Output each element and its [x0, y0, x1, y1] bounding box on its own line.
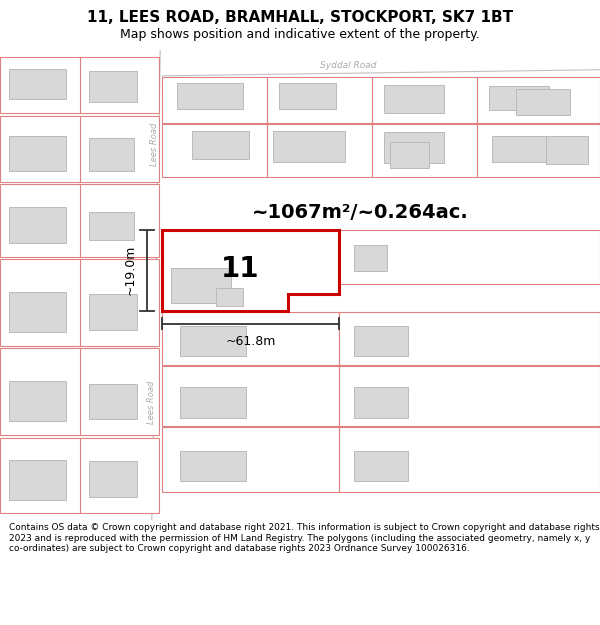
Bar [354, 326, 408, 356]
Bar [546, 136, 588, 164]
Bar [0, 259, 81, 346]
Bar [372, 124, 477, 177]
Text: Lees Road: Lees Road [146, 381, 156, 424]
Bar [162, 428, 339, 492]
Polygon shape [162, 229, 339, 311]
Bar [9, 460, 66, 500]
Text: Syddal Road: Syddal Road [320, 61, 376, 70]
Bar [0, 184, 81, 257]
Bar [180, 387, 246, 418]
Bar [273, 131, 345, 162]
Bar [0, 349, 81, 436]
Text: 11: 11 [221, 254, 259, 282]
Bar [192, 131, 249, 159]
Bar [89, 294, 137, 329]
Bar [162, 366, 339, 426]
Text: Map shows position and indicative extent of the property.: Map shows position and indicative extent… [120, 28, 480, 41]
Bar [9, 69, 66, 99]
Bar [339, 229, 600, 284]
Bar [477, 77, 600, 123]
Bar [354, 245, 387, 271]
Bar [80, 57, 159, 114]
Bar [89, 71, 137, 102]
Bar [492, 136, 546, 162]
Text: ~61.8m: ~61.8m [226, 335, 275, 348]
Bar [279, 83, 336, 109]
Bar [180, 451, 246, 481]
Bar [89, 212, 134, 241]
Bar [9, 136, 66, 171]
Bar [171, 268, 231, 303]
Bar [80, 184, 159, 257]
Bar [339, 366, 600, 426]
Bar [354, 387, 408, 418]
Bar [9, 208, 66, 242]
Bar [384, 85, 444, 114]
Text: ~1067m²/~0.264ac.: ~1067m²/~0.264ac. [251, 202, 469, 222]
Text: ~19.0m: ~19.0m [123, 245, 136, 296]
Bar [162, 77, 267, 123]
Bar [384, 132, 444, 162]
Bar [80, 259, 159, 346]
Bar [162, 124, 267, 177]
Bar [180, 326, 246, 356]
Bar [267, 77, 372, 123]
Bar [9, 381, 66, 421]
Bar [216, 288, 243, 306]
Bar [162, 312, 339, 365]
Bar [9, 292, 66, 332]
Bar [0, 438, 81, 513]
Bar [89, 138, 134, 171]
Bar [339, 428, 600, 492]
Bar [489, 86, 549, 110]
Bar [354, 451, 408, 481]
Bar [0, 57, 81, 114]
Bar [80, 438, 159, 513]
Text: Contains OS data © Crown copyright and database right 2021. This information is : Contains OS data © Crown copyright and d… [9, 523, 599, 553]
Bar [372, 77, 477, 123]
Bar [339, 312, 600, 365]
Bar [80, 116, 159, 182]
Bar [390, 142, 429, 168]
Bar [80, 349, 159, 436]
Bar [516, 89, 570, 115]
Bar [89, 384, 137, 419]
Bar [267, 124, 372, 177]
Text: 11, LEES ROAD, BRAMHALL, STOCKPORT, SK7 1BT: 11, LEES ROAD, BRAMHALL, STOCKPORT, SK7 … [87, 10, 513, 25]
Text: Lees Road: Lees Road [151, 122, 160, 166]
Bar [477, 124, 600, 177]
Bar [0, 116, 81, 182]
Bar [177, 83, 243, 109]
Bar [89, 461, 137, 496]
